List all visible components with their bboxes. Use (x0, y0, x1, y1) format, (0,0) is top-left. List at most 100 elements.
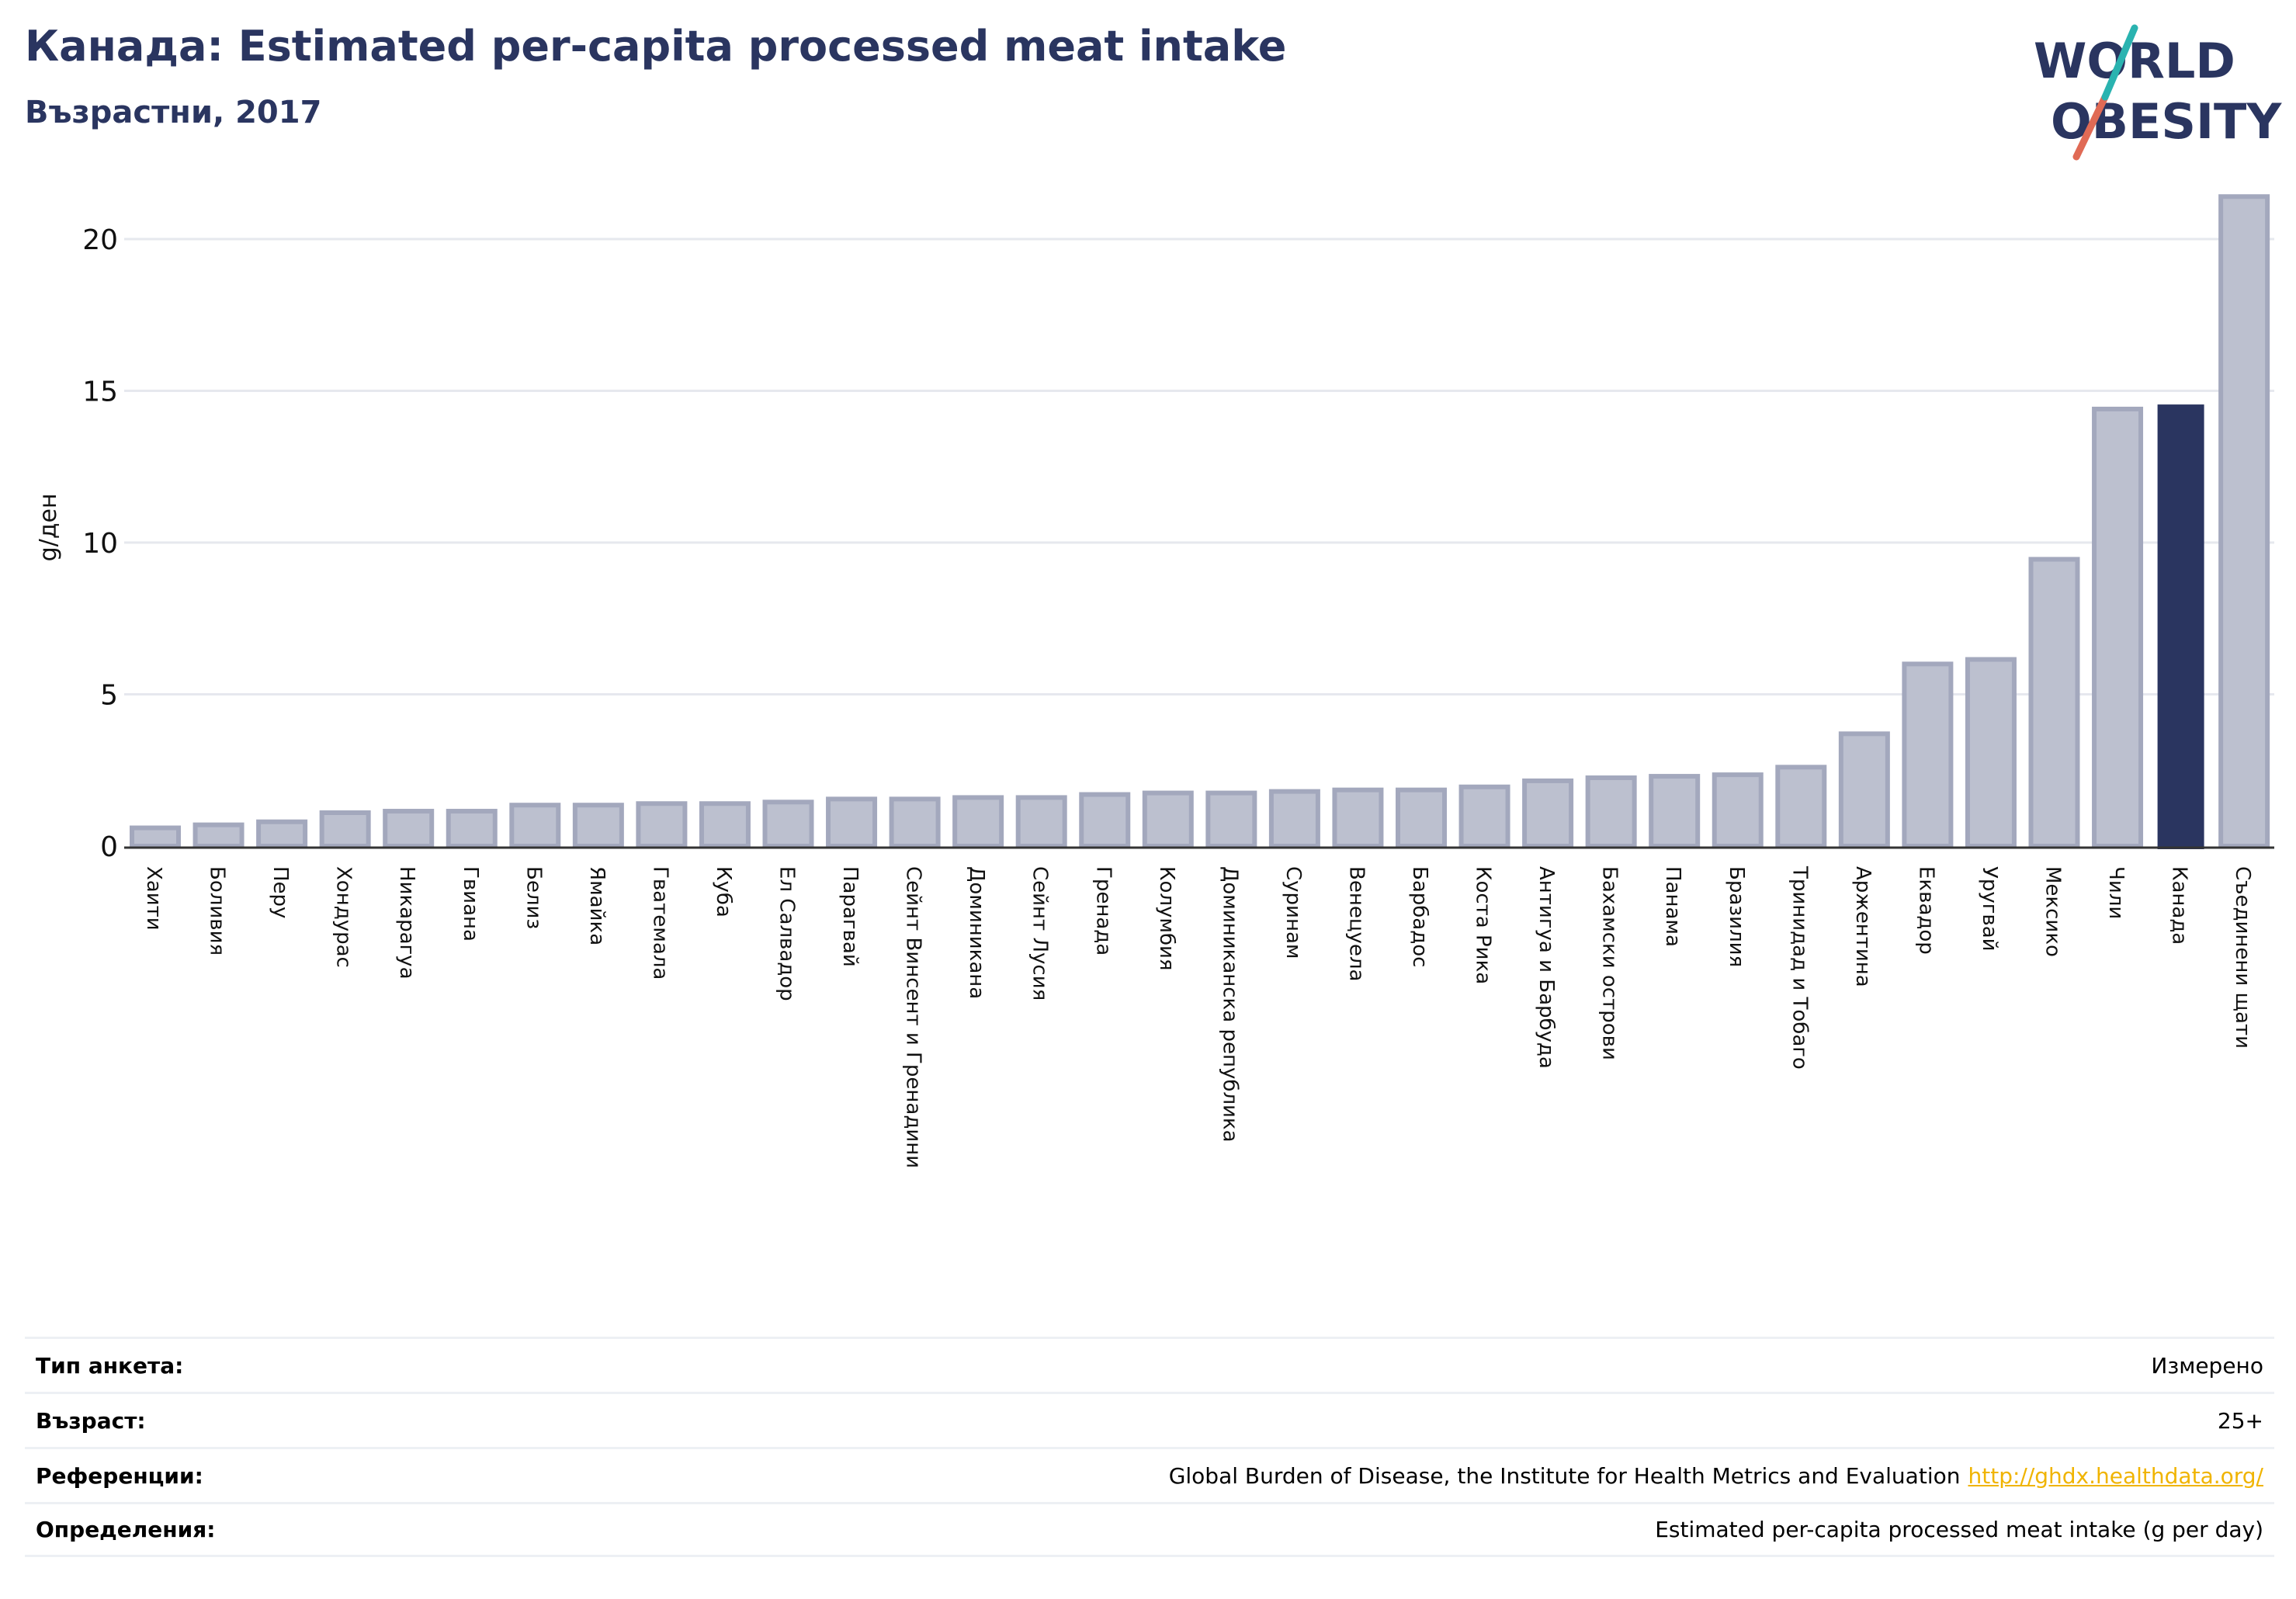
bar (1142, 790, 1194, 849)
bar (1015, 795, 1067, 848)
x-tick-label: Куба (712, 866, 735, 917)
metadata-value: Global Burden of Disease, the Institute … (1169, 1463, 2263, 1489)
x-tick-label: Гвиана (459, 866, 482, 942)
bar (2218, 194, 2270, 848)
y-tick-label: 15 (82, 376, 118, 408)
reference-link[interactable]: http://ghdx.healthdata.org/ (1968, 1462, 2263, 1489)
metadata-value-text: Измерено (2151, 1352, 2263, 1379)
bar (1079, 792, 1131, 849)
metadata-value-text: Estimated per-capita processed meat inta… (1655, 1517, 2263, 1542)
x-tick-label: Гватемала (648, 866, 671, 980)
logo-word-world: WORLD (2034, 33, 2235, 89)
metadata-key: Тип анкета: (36, 1352, 184, 1379)
bar (1268, 789, 1320, 848)
bar (1902, 661, 1954, 849)
bar (1205, 790, 1257, 849)
x-tick-label: Тринидад и Тобаго (1788, 865, 1811, 1070)
x-tick-label: Белиз (522, 866, 545, 929)
bar (1396, 787, 1447, 848)
bar (509, 803, 561, 848)
bar (2092, 406, 2144, 848)
bar-chart: 0 5 10 15 20 g/ден Хаити Боливия Перу Хондурас Н… (35, 194, 2274, 1168)
metadata-key: Референции: (36, 1462, 203, 1489)
bar (319, 810, 371, 848)
bar (446, 809, 498, 849)
x-tick-label: Уругвай (1978, 866, 2001, 952)
x-tick-label: Перу (269, 866, 292, 918)
x-tick-label: Хаити (142, 866, 165, 931)
chart-title: Канада: Estimated per-capita processed m… (25, 22, 1287, 71)
y-tick-label: 5 (100, 680, 118, 712)
metadata-value: Estimated per-capita processed meat inta… (1655, 1517, 2263, 1542)
bar (383, 809, 435, 849)
y-axis-ticks: 0 5 10 15 20 (82, 224, 118, 863)
x-tick-label: Антигуа и Барбуда (1535, 866, 1558, 1069)
bar (699, 801, 751, 849)
x-tick-label: Гренада (1091, 866, 1115, 956)
metadata-value-text: 25+ (2217, 1407, 2263, 1434)
logo-slash-teal (2101, 24, 2138, 101)
metadata-table: Тип анкета: Измерено Възраст: 25+ Референции… (25, 1337, 2274, 1557)
bar (1775, 765, 1827, 849)
chart-subtitle: Възрастни, 2017 (25, 95, 322, 130)
x-tick-label: Боливия (206, 866, 229, 956)
metadata-value: Измерено (2151, 1353, 2263, 1379)
x-tick-label: Аржентина (1851, 866, 1875, 987)
x-tick-label: Канада (2168, 866, 2191, 945)
y-tick-label: 0 (100, 831, 118, 863)
x-tick-label: Хондурас (332, 866, 355, 968)
x-tick-label: Сейнт Лусия (1028, 866, 1052, 1001)
x-tick-label: Бразилия (1725, 866, 1748, 967)
bar (130, 825, 181, 849)
x-tick-label: Суринам (1282, 866, 1305, 959)
bar (1838, 731, 1890, 849)
x-tick-label: Ел Салвадор (775, 866, 799, 1001)
x-tick-label: Бахамски острови (1598, 866, 1621, 1060)
bars (130, 194, 2270, 849)
x-tick-label: Доминикана (965, 866, 988, 999)
x-tick-label: Мексико (2041, 866, 2065, 957)
x-tick-label: Барбадос (1408, 866, 1431, 967)
bar (889, 796, 941, 849)
logo-word-obesity: OBESITY (2051, 93, 2282, 150)
bar-highlight (2157, 404, 2204, 849)
x-tick-label: Еквадор (1914, 866, 1937, 955)
bar (2028, 557, 2080, 848)
x-tick-label: Парагвай (838, 866, 862, 967)
metadata-key: Определения: (36, 1517, 216, 1542)
x-tick-label: Венецуела (1344, 866, 1368, 981)
x-tick-label: Коста Рика (1472, 866, 1495, 984)
x-tick-label: Доминиканска република (1218, 866, 1241, 1143)
bar (952, 795, 1004, 848)
x-tick-label: Никарагуа (395, 866, 418, 980)
bar (1649, 774, 1701, 849)
bar (636, 801, 688, 849)
bar (256, 819, 308, 848)
metadata-row: Възраст: 25+ (25, 1392, 2274, 1447)
metadata-value: 25+ (2218, 1408, 2263, 1434)
logo-slash-red (2072, 93, 2109, 161)
y-axis-label: g/ден (35, 493, 62, 561)
x-tick-label: Колумбия (1155, 866, 1178, 971)
metadata-row: Тип анкета: Измерено (25, 1337, 2274, 1392)
world-obesity-logo: WORLD OBESITY (2034, 24, 2282, 161)
bar (192, 822, 245, 849)
x-tick-label: Чили (2104, 866, 2128, 919)
x-tick-label: Сейнт Винсент и Гренадини (902, 866, 925, 1168)
bar (1585, 775, 1637, 849)
bar (826, 796, 878, 849)
metadata-row: Определения: Estimated per-capita process… (25, 1502, 2274, 1557)
metadata-row: Референции: Global Burden of Disease, the… (25, 1447, 2274, 1502)
bar (572, 803, 624, 848)
y-tick-label: 20 (82, 224, 118, 256)
bar (1522, 778, 1574, 848)
x-tick-label: Ямайка (585, 866, 609, 945)
bar (1332, 787, 1384, 848)
x-tick-label: Панама (1661, 866, 1684, 947)
metadata-key: Възраст: (36, 1407, 146, 1434)
metadata-value-text: Global Burden of Disease, the Institute … (1168, 1462, 1961, 1489)
bar (1712, 772, 1764, 848)
bar (762, 800, 814, 849)
bar (1965, 657, 2017, 848)
x-tick-label: Съединени щати (2231, 866, 2254, 1049)
